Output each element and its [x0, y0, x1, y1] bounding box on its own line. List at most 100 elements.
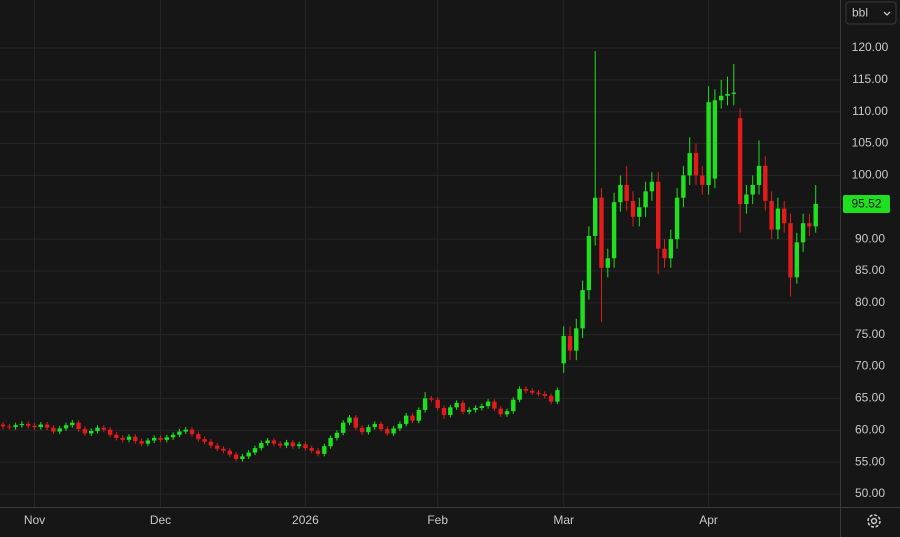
candle-body: [429, 398, 434, 400]
candle-body: [460, 402, 466, 412]
candle-body: [378, 423, 384, 430]
candle-body: [523, 388, 529, 391]
candle-body: [202, 439, 207, 442]
candle-body: [643, 191, 648, 208]
last-price-box: [843, 194, 890, 213]
candle-body: [448, 407, 453, 415]
candle-body: [467, 409, 472, 412]
y-tick-label: 115.00: [852, 72, 888, 86]
y-tick-label: 65.00: [855, 391, 885, 405]
candle-body: [315, 450, 321, 454]
x-tick-label: 2026: [292, 513, 319, 527]
y-tick-label: 50.00: [855, 486, 885, 500]
candle-body: [284, 442, 289, 446]
gear-outer[interactable]: [867, 514, 881, 528]
candle-body: [542, 393, 547, 396]
candle-body: [744, 194, 749, 205]
y-tick-label: 60.00: [855, 422, 885, 436]
x-tick-label: Mar: [553, 513, 574, 527]
candle-body: [26, 423, 31, 426]
candle-body: [788, 223, 793, 278]
candle-body: [334, 432, 340, 438]
y-tick-label: 120.00: [852, 40, 889, 54]
candle-body: [397, 423, 403, 429]
candle-body: [95, 427, 100, 431]
candle-body: [794, 242, 799, 278]
candle-body: [70, 422, 75, 426]
candle-body: [107, 429, 113, 435]
candle-body: [517, 388, 522, 400]
candle-body: [681, 175, 686, 198]
y-tick-label: 85.00: [855, 263, 885, 277]
candle-body: [649, 181, 655, 192]
candle-body: [700, 175, 705, 185]
y-tick-label: 80.00: [855, 295, 885, 309]
candle-body: [38, 424, 43, 428]
candle-body: [196, 434, 201, 440]
candle-body: [813, 203, 818, 227]
grid: [0, 0, 840, 507]
candle-body: [265, 440, 270, 444]
candle-body: [498, 408, 503, 415]
candle-body: [152, 437, 157, 441]
candle-body: [221, 448, 226, 451]
candle-body: [574, 328, 579, 351]
candle-body: [719, 95, 724, 101]
candle-body: [391, 428, 396, 434]
candle-body: [341, 422, 346, 433]
candle-body: [656, 181, 661, 249]
candle-body: [492, 401, 497, 409]
unit-selector[interactable]: bbl: [845, 1, 897, 25]
candle-body: [120, 437, 125, 440]
candle-body: [473, 407, 478, 410]
candle-body: [322, 446, 327, 454]
candle-body: [756, 165, 762, 185]
candle-body: [807, 223, 812, 227]
candle-body: [706, 102, 711, 185]
x-tick-label: Apr: [699, 513, 718, 527]
candle-body: [618, 184, 623, 203]
unit-selector-box[interactable]: [845, 1, 897, 25]
candle-body: [731, 92, 736, 94]
y-tick-label: 110.00: [852, 104, 888, 118]
candle-body: [611, 202, 617, 259]
candle-body: [44, 424, 50, 428]
candle-body: [0, 424, 6, 427]
candle-body: [725, 93, 730, 96]
candle-body: [530, 390, 535, 393]
candle-body: [89, 430, 94, 434]
y-tick-label: 90.00: [855, 231, 885, 245]
candle-body: [580, 290, 585, 329]
candles: [0, 51, 818, 462]
candle-body: [693, 153, 699, 176]
candle-body: [511, 399, 516, 412]
candle-body: [687, 153, 692, 176]
candle-body: [240, 456, 245, 459]
candle-body: [177, 431, 182, 435]
candle-body: [567, 335, 573, 351]
candle-body: [586, 235, 592, 291]
candle-body: [303, 444, 308, 449]
candle-body: [435, 399, 440, 408]
candle-body: [359, 427, 365, 433]
gear-inner[interactable]: [870, 517, 878, 525]
x-tick-label: Feb: [427, 513, 448, 527]
candle-body: [296, 444, 302, 447]
settings-button[interactable]: [867, 514, 881, 528]
candle-body: [372, 423, 377, 428]
candle-body: [271, 440, 277, 444]
unit-selector-label[interactable]: bbl: [852, 6, 868, 20]
candle-body: [624, 184, 629, 201]
candle-body: [769, 200, 774, 230]
candle-body: [290, 442, 295, 447]
candle-body: [404, 415, 409, 424]
candle-body: [233, 454, 239, 459]
candle-body: [737, 118, 743, 205]
candle-body: [347, 417, 352, 423]
candle-body: [63, 425, 69, 429]
y-tick-label: 100.00: [852, 168, 889, 182]
candle-body: [353, 417, 358, 428]
dropdown-arrow[interactable]: [883, 11, 891, 16]
candle-body: [189, 429, 195, 435]
candle-body: [51, 427, 56, 432]
